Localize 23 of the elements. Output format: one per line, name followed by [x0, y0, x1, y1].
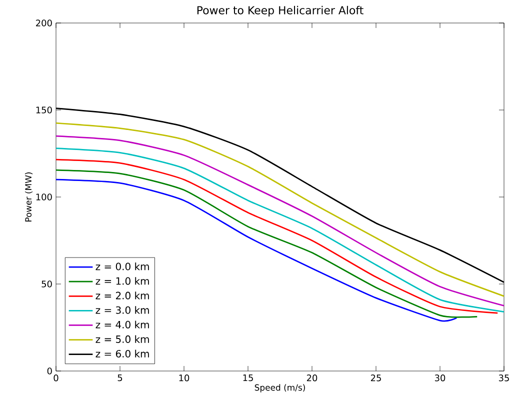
x-tick-label: 5: [118, 374, 122, 382]
legend-label: z = 5.0 km: [96, 335, 149, 343]
legend-label: z = 4.0 km: [96, 320, 149, 328]
x-tick-label: 15: [243, 374, 253, 382]
chart-title: Power to Keep Helicarrier Aloft: [197, 6, 364, 16]
legend-label: z = 1.0 km: [96, 277, 149, 285]
x-axis-title: Speed (m/s): [254, 384, 305, 392]
legend-label: z = 0.0 km: [96, 262, 149, 270]
legend-label: z = 2.0 km: [96, 292, 149, 300]
x-tick-label: 35: [498, 374, 509, 382]
legend-label: z = 6.0 km: [96, 350, 149, 358]
x-tick-label: 25: [370, 374, 381, 382]
y-tick-label: 200: [36, 20, 52, 26]
y-tick-label: 50: [42, 280, 52, 288]
legend-label: z = 3.0 km: [96, 306, 149, 314]
y-tick-label: 150: [36, 106, 52, 114]
x-tick-label: 0: [54, 374, 58, 382]
y-tick-label: 100: [36, 194, 52, 200]
y-axis-title: Power (MW): [24, 172, 33, 222]
y-tick-label: 0: [47, 368, 52, 374]
x-tick-label: 20: [306, 374, 318, 382]
x-tick-label: 10: [179, 374, 190, 382]
x-tick-label: 30: [434, 374, 446, 382]
